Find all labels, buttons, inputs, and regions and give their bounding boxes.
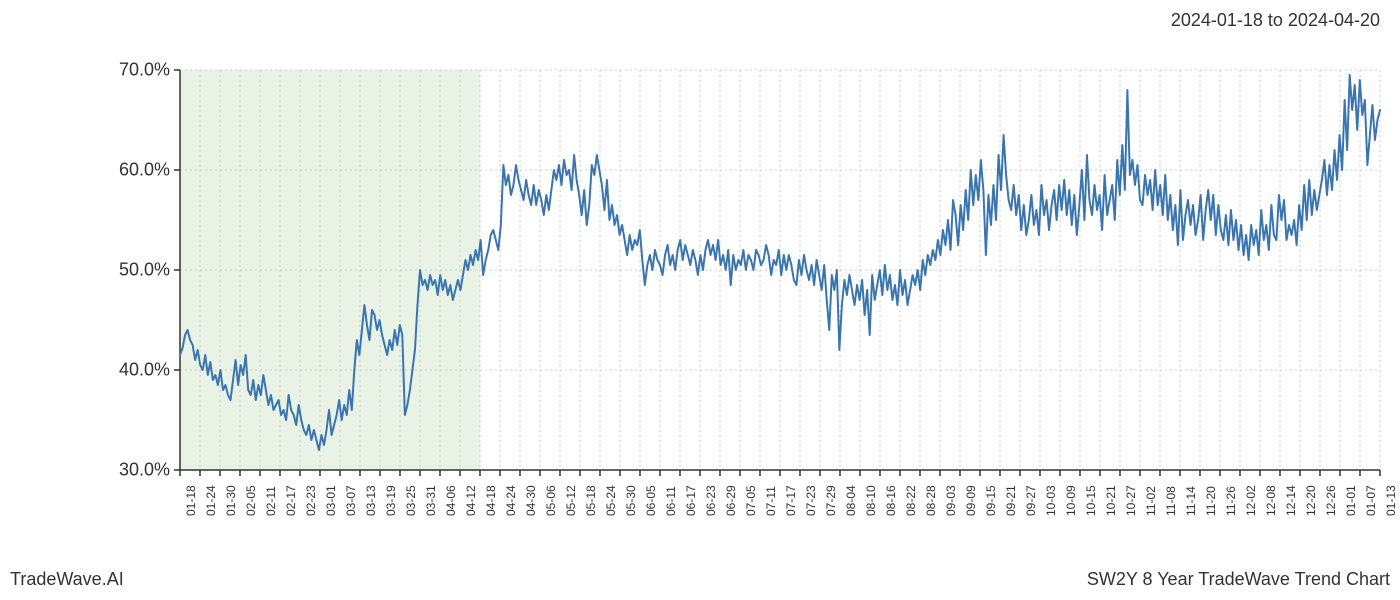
x-axis-tick-label: 06-17 — [684, 485, 698, 516]
x-axis-tick-label: 02-23 — [304, 485, 318, 516]
x-axis-tick-label: 09-27 — [1024, 485, 1038, 516]
date-range-label: 2024-01-18 to 2024-04-20 — [1171, 10, 1380, 31]
x-axis-tick-label: 08-22 — [904, 485, 918, 516]
x-axis-tick-label: 10-27 — [1124, 485, 1138, 516]
x-axis-tick-label: 07-29 — [824, 485, 838, 516]
x-axis-tick-label: 10-09 — [1064, 485, 1078, 516]
x-axis-tick-label: 03-25 — [404, 485, 418, 516]
y-axis-tick-label: 60.0% — [119, 160, 170, 181]
x-axis-tick-label: 06-29 — [724, 485, 738, 516]
x-axis-tick-label: 05-18 — [584, 485, 598, 516]
x-axis-tick-label: 02-11 — [264, 486, 278, 516]
y-axis-tick-label: 50.0% — [119, 260, 170, 281]
x-axis-tick-label: 12-20 — [1304, 485, 1318, 516]
x-axis-tick-label: 09-15 — [984, 485, 998, 516]
x-axis-tick-label: 11-08 — [1164, 486, 1178, 516]
x-axis-tick-label: 11-14 — [1184, 486, 1198, 516]
x-axis-tick-label: 01-18 — [184, 485, 198, 516]
x-axis-tick-label: 08-16 — [884, 485, 898, 516]
trend-chart — [0, 50, 1400, 520]
x-axis-tick-label: 03-19 — [384, 485, 398, 516]
x-axis-tick-label: 01-13 — [1384, 485, 1398, 516]
x-axis-tick-label: 02-17 — [284, 485, 298, 516]
x-axis-tick-label: 11-02 — [1144, 486, 1158, 516]
x-axis-tick-label: 03-07 — [344, 485, 358, 516]
x-axis-tick-label: 05-12 — [564, 485, 578, 516]
chart-container: 30.0% 40.0% 50.0% 60.0% 70.0% 01-18 01-24 01-30… — [0, 50, 1400, 520]
x-axis-tick-label: 04-18 — [484, 485, 498, 516]
y-axis-tick-label: 30.0% — [119, 460, 170, 481]
brand-label: TradeWave.AI — [10, 569, 124, 590]
x-axis-tick-label: 10-15 — [1084, 485, 1098, 516]
x-axis-tick-label: 09-21 — [1004, 485, 1018, 516]
x-axis-tick-label: 10-21 — [1104, 485, 1118, 516]
x-axis-tick-label: 09-03 — [944, 485, 958, 516]
x-axis-tick-label: 01-24 — [204, 485, 218, 516]
x-axis-tick-label: 06-05 — [644, 485, 658, 516]
x-axis-tick-label: 01-07 — [1364, 485, 1378, 516]
x-axis-tick-label: 12-02 — [1244, 485, 1258, 516]
y-axis-tick-label: 70.0% — [119, 60, 170, 81]
x-axis-tick-label: 05-06 — [544, 485, 558, 516]
x-axis-tick-label: 07-23 — [804, 485, 818, 516]
x-axis-tick-label: 09-09 — [964, 485, 978, 516]
y-axis-tick-label: 40.0% — [119, 360, 170, 381]
x-axis-tick-label: 04-30 — [524, 485, 538, 516]
x-axis-tick-label: 05-24 — [604, 485, 618, 516]
x-axis-tick-label: 01-30 — [224, 485, 238, 516]
x-axis-tick-label: 04-06 — [444, 485, 458, 516]
x-axis-tick-label: 04-12 — [464, 485, 478, 516]
x-axis-tick-label: 08-28 — [924, 485, 938, 516]
x-axis-tick-label: 12-08 — [1264, 485, 1278, 516]
x-axis-tick-label: 03-13 — [364, 485, 378, 516]
x-axis-tick-label: 07-05 — [744, 485, 758, 516]
x-axis-tick-label: 08-10 — [864, 485, 878, 516]
x-axis-tick-label: 12-14 — [1284, 485, 1298, 516]
x-axis-tick-label: 08-04 — [844, 485, 858, 516]
x-axis-tick-label: 04-24 — [504, 485, 518, 516]
x-axis-tick-label: 03-31 — [424, 485, 438, 516]
x-axis-tick-label: 10-03 — [1044, 485, 1058, 516]
x-axis-tick-label: 07-11 — [764, 486, 778, 516]
x-axis-tick-label: 06-11 — [664, 486, 678, 516]
x-axis-tick-label: 03-01 — [324, 485, 338, 516]
x-axis-tick-label: 07-17 — [784, 485, 798, 516]
x-axis-tick-label: 12-26 — [1324, 485, 1338, 516]
x-axis-tick-label: 11-20 — [1204, 486, 1218, 516]
x-axis-tick-label: 06-23 — [704, 485, 718, 516]
chart-title: SW2Y 8 Year TradeWave Trend Chart — [1087, 569, 1390, 590]
x-axis-tick-label: 01-01 — [1344, 485, 1358, 516]
x-axis-tick-label: 02-05 — [244, 485, 258, 516]
x-axis-tick-label: 05-30 — [624, 485, 638, 516]
x-axis-tick-label: 11-26 — [1224, 486, 1238, 516]
